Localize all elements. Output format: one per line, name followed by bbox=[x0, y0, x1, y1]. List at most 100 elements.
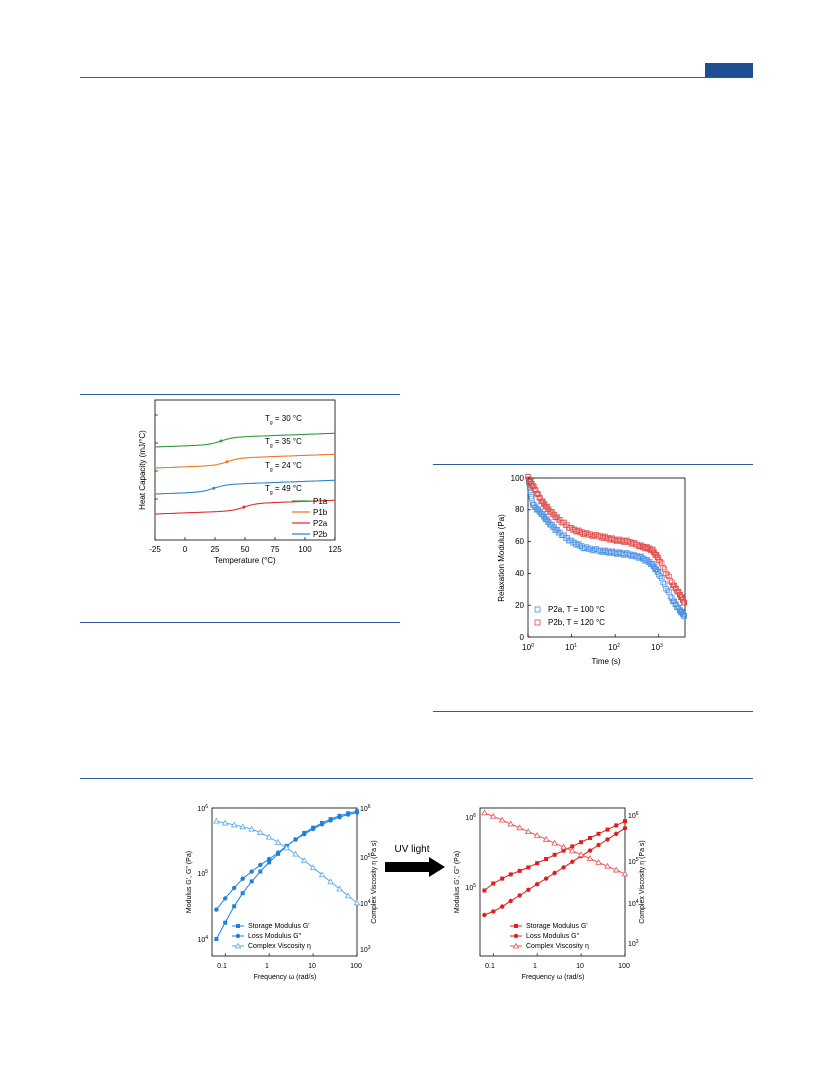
rheo-right-ytick: 106 bbox=[465, 813, 476, 822]
rheo-right-ytick-right: 104 bbox=[628, 899, 639, 908]
dsc-curve-p1a bbox=[154, 432, 335, 448]
rheo-right-ylabel-left: Modulus G', G" (Pa) bbox=[454, 851, 461, 913]
relax-point-p2a bbox=[681, 612, 688, 619]
rheo-left-point-storage bbox=[249, 879, 254, 884]
dsc-xtick: -25 bbox=[149, 545, 161, 554]
relax-point-p2b bbox=[533, 487, 539, 493]
dsc-legend-p2a: P2a bbox=[313, 519, 328, 528]
relax-point-p2a bbox=[564, 535, 570, 541]
relax-chart: 0 20 40 60 80 100 100 101 102 103 Time (… bbox=[497, 474, 688, 666]
relax-point-p2a bbox=[681, 613, 687, 619]
relax-point-p2a bbox=[580, 545, 586, 552]
relax-point-p2a bbox=[582, 545, 588, 551]
relax-point-p2a bbox=[671, 598, 678, 605]
rheo-right-point-storage bbox=[482, 888, 487, 893]
relax-point-p2a bbox=[653, 566, 660, 572]
relax-point-p2b bbox=[566, 525, 572, 531]
relax-ytick: 20 bbox=[515, 601, 524, 610]
relax-point-p2a bbox=[595, 548, 601, 554]
rheo-left-chart: 106 105 104 106 105 104 103 0.1 1 10 100… bbox=[186, 804, 378, 981]
rheo-right-point-viscosity bbox=[489, 812, 497, 819]
rheo-right-point-storage bbox=[570, 844, 575, 849]
rheo-right-ytick-right: 103 bbox=[628, 939, 639, 948]
relax-point-p2b bbox=[564, 522, 570, 528]
rheo-right-point-storage bbox=[491, 881, 496, 886]
rheo-left-point-viscosity bbox=[213, 817, 220, 824]
relax-point-p2b bbox=[656, 557, 662, 563]
relax-point-p2a bbox=[561, 532, 567, 538]
relax-point-p2a bbox=[563, 535, 569, 541]
rheo-right-point-viscosity bbox=[525, 828, 532, 835]
rheo-left-ytick: 106 bbox=[197, 804, 208, 813]
rheo-right-xtick: 1 bbox=[533, 963, 537, 970]
rheo-left-point-viscosity bbox=[239, 823, 246, 830]
rheo-right-point-viscosity bbox=[481, 809, 488, 816]
rheo-left-xlabel: Frequency ω (rad/s) bbox=[254, 974, 317, 981]
rheo-left-point-viscosity bbox=[283, 844, 290, 851]
rheo-right-chart: 106 105 106 105 104 103 0.1 1 10 100 Fre… bbox=[454, 807, 646, 981]
rheo-left-point-loss bbox=[337, 814, 342, 820]
relax-ytick: 40 bbox=[515, 569, 524, 578]
relax-point-p2a bbox=[544, 516, 550, 522]
rheo-left-point-viscosity bbox=[344, 892, 352, 899]
relax-legend-p2b: P2b, T = 120 °C bbox=[548, 618, 605, 627]
relax-ytick: 60 bbox=[515, 537, 524, 546]
relax-ylabel: Relaxation Modulus (Pa) bbox=[497, 514, 506, 602]
dsc-xtick: 75 bbox=[271, 545, 280, 554]
rheo-left-point-viscosity bbox=[274, 838, 282, 845]
rheo-right-point-loss bbox=[605, 837, 610, 842]
rheo-right-point-viscosity bbox=[516, 824, 523, 831]
relax-point-p2b bbox=[653, 552, 660, 558]
relax-xtick: 103 bbox=[651, 643, 663, 652]
relax-point-p2a bbox=[558, 532, 565, 539]
dsc-tg-label-p2b: Tg = 24 °C bbox=[265, 461, 302, 473]
dsc-legend-p1b: P1b bbox=[313, 508, 328, 517]
dsc-xtick: 100 bbox=[298, 545, 312, 554]
rheo-right-point-loss bbox=[499, 904, 505, 909]
rheo-right-point-storage bbox=[579, 840, 584, 845]
figure-relax-top-rule bbox=[433, 464, 753, 465]
rheo-left-point-viscosity bbox=[292, 850, 299, 857]
rheo-left-ytick-right: 105 bbox=[360, 853, 371, 862]
rheo-right-ytick-right: 105 bbox=[628, 857, 639, 866]
rheo-left-point-loss bbox=[240, 876, 245, 881]
relax-point-p2b bbox=[580, 531, 586, 537]
rheo-left-point-viscosity bbox=[265, 833, 273, 840]
page-tab-marker bbox=[705, 63, 753, 77]
relax-point-p2a bbox=[657, 573, 663, 579]
rheo-right-legend-viscosity: Complex Viscosity η bbox=[526, 943, 589, 950]
rheo-right-xtick: 0.1 bbox=[485, 963, 495, 970]
rheo-right-point-viscosity bbox=[542, 835, 550, 842]
relax-points bbox=[525, 474, 688, 619]
relax-point-p2a bbox=[585, 546, 592, 552]
rheo-right-point-storage bbox=[552, 852, 557, 857]
relax-xtick: 102 bbox=[608, 643, 620, 652]
rheo-right-point-loss bbox=[526, 887, 531, 892]
relax-point-p2b bbox=[558, 520, 565, 526]
relax-point-p2b bbox=[679, 594, 685, 600]
rheo-right-point-storage bbox=[588, 836, 593, 840]
rheo-left-point-loss bbox=[266, 856, 272, 862]
rheo-left-legend: Storage Modulus G' Loss Modulus G" Compl… bbox=[232, 923, 311, 950]
relax-point-p2a bbox=[663, 586, 669, 592]
rheo-left-point-viscosity bbox=[230, 821, 238, 828]
rheo-left-legend-viscosity: Complex Viscosity η bbox=[248, 943, 311, 950]
rheo-right-point-loss bbox=[587, 848, 593, 853]
relax-xtick: 101 bbox=[565, 643, 577, 652]
rheo-right-ticks bbox=[492, 953, 626, 956]
rheo-left-plot-frame bbox=[211, 807, 358, 957]
relax-point-p2b bbox=[680, 597, 686, 603]
rheo-left-ytick-right: 106 bbox=[360, 804, 371, 813]
dsc-xtick: 125 bbox=[328, 545, 342, 554]
rheo-left-point-loss bbox=[231, 885, 237, 891]
rheo-right-point-loss bbox=[543, 876, 549, 881]
relax-point-p2b bbox=[535, 491, 542, 497]
rheo-left-point-storage bbox=[258, 869, 263, 874]
relax-point-p2b bbox=[660, 564, 666, 571]
rheo-left-point-loss bbox=[275, 850, 281, 855]
rheo-right-point-storage bbox=[500, 876, 505, 881]
rheo-left-ytick-right: 103 bbox=[360, 945, 371, 954]
rheo-left-ylabel-left: Modulus G', G" (Pa) bbox=[186, 851, 193, 913]
rheo-right-point-viscosity bbox=[621, 870, 629, 877]
rheo-right-point-loss bbox=[561, 865, 566, 870]
